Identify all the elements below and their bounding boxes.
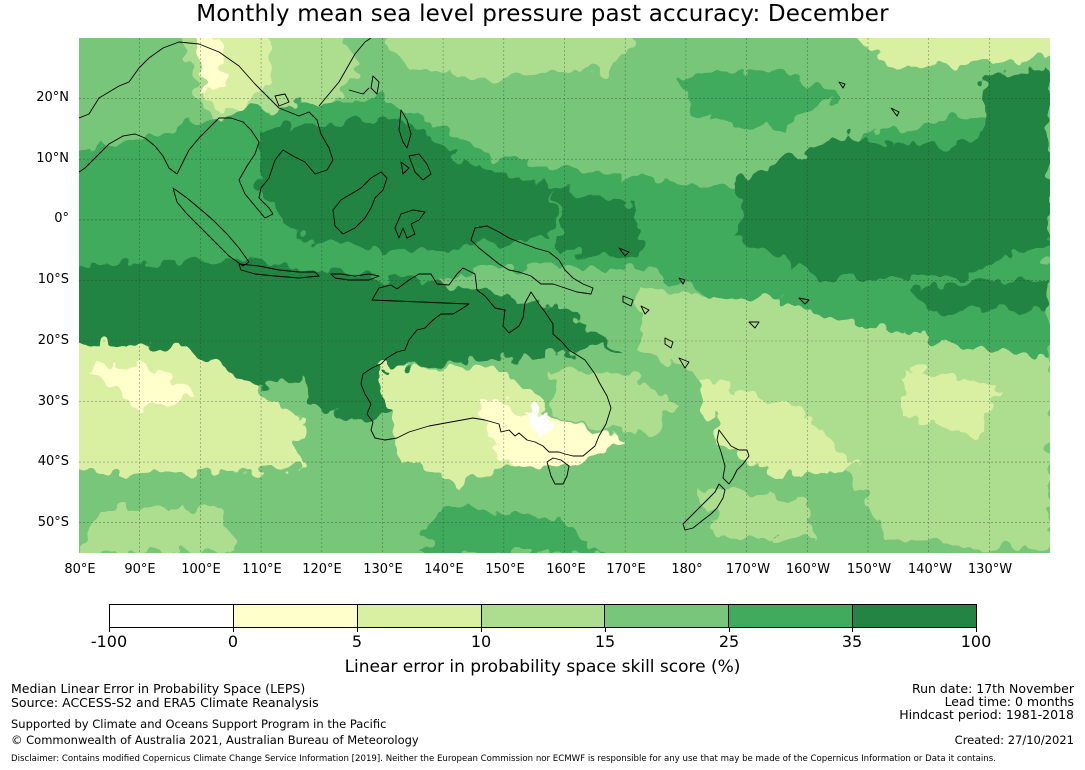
lon-label-80e: 80°E [64, 562, 96, 577]
lon-label-170e: 170°E [606, 562, 646, 577]
hindcast-period: Hindcast period: 1981-2018 [899, 707, 1074, 722]
colorbar-bin-3 [357, 605, 482, 627]
coast-java [238, 263, 320, 279]
colorbar-tick-mark [233, 628, 234, 632]
colorbar-tick-label: 25 [718, 632, 740, 651]
colorbar-tick-label: 15 [594, 632, 616, 651]
lat-label-40s: 40°S [37, 454, 69, 469]
colorbar-tick-mark [357, 628, 358, 632]
disclaimer: Disclaimer: Contains modified Copernicus… [11, 754, 996, 764]
lat-label-20s: 20°S [37, 333, 69, 348]
colorbar-tick-mark [605, 628, 606, 632]
lon-label-110e: 110°E [242, 562, 282, 577]
lat-label-10n: 10°N [36, 151, 69, 166]
map-title: Monthly mean sea level pressure past acc… [196, 1, 889, 27]
coast-philippines [398, 109, 432, 181]
colorbar-tick-label: 0 [227, 632, 239, 651]
lat-label-10s: 10°S [37, 272, 69, 287]
colorbar-tick-label: 5 [351, 632, 363, 651]
colorbar-bin-5 [605, 605, 730, 627]
lat-label-0: 0° [54, 211, 69, 226]
colorbar-bin-1 [110, 605, 234, 627]
lat-label-50s: 50°S [37, 515, 69, 530]
lon-label-150e: 150°E [485, 562, 525, 577]
skill-score-map [79, 38, 1050, 553]
colorbar-tick-mark [729, 628, 730, 632]
coast-tasmania [546, 457, 570, 485]
coast-borneo [332, 171, 388, 235]
colorbar-tick-label: 10 [470, 632, 492, 651]
lon-label-160e: 160°E [546, 562, 586, 577]
copyright: © Commonwealth of Australia 2021, Austra… [11, 733, 419, 747]
lead-time: Lead time: 0 months [944, 694, 1074, 709]
lon-label-170w: 170°W [725, 562, 771, 577]
colorbar-tick-mark [481, 628, 482, 632]
colorbar-bin-6 [729, 605, 854, 627]
run-date: Run date: 17th November [911, 681, 1074, 696]
coast-nz-south [682, 483, 726, 531]
colorbar-bin-7 [853, 605, 977, 627]
colorbar-bin-4 [481, 605, 606, 627]
lat-label-20n: 20°N [36, 90, 69, 105]
colorbar-tick-label: 100 [960, 632, 992, 651]
coastlines [79, 38, 900, 531]
lon-label-180: 180° [671, 562, 703, 577]
colorbar-tick-mark [852, 628, 853, 632]
lon-label-90e: 90°E [124, 562, 156, 577]
lon-label-130e: 130°E [363, 562, 403, 577]
coast-sulawesi [394, 209, 426, 239]
graticule [79, 38, 1050, 553]
coast-australia [360, 267, 612, 457]
coast-sumatra [172, 187, 250, 267]
colorbar-tick-label: -100 [90, 632, 128, 651]
colorbar-bin-2 [233, 605, 358, 627]
coast-mainland-asia [79, 41, 334, 219]
coast-nz-north [716, 429, 750, 485]
data-source: Source: ACCESS-S2 and ERA5 Climate Reana… [11, 695, 319, 710]
lon-label-120e: 120°E [302, 562, 342, 577]
lon-label-130w: 130°W [967, 562, 1013, 577]
colorbar [109, 604, 977, 628]
lon-label-140e: 140°E [424, 562, 464, 577]
lon-label-150w: 150°W [846, 562, 892, 577]
lon-label-100e: 100°E [181, 562, 221, 577]
colorbar-title: Linear error in probability space skill … [344, 657, 741, 677]
created-date: Created: 27/10/2021 [954, 733, 1074, 747]
lon-label-160w: 160°W [785, 562, 831, 577]
lon-label-140w: 140°W [907, 562, 953, 577]
colorbar-tick-label: 35 [841, 632, 863, 651]
leps-description: Median Linear Error in Probability Space… [11, 681, 306, 696]
colorbar-tick-mark [109, 628, 110, 632]
colorbar-tick-mark [976, 628, 977, 632]
support-credit: Supported by Climate and Oceans Support … [11, 717, 387, 731]
lat-label-30s: 30°S [37, 394, 69, 409]
coast-new-guinea [470, 225, 594, 295]
